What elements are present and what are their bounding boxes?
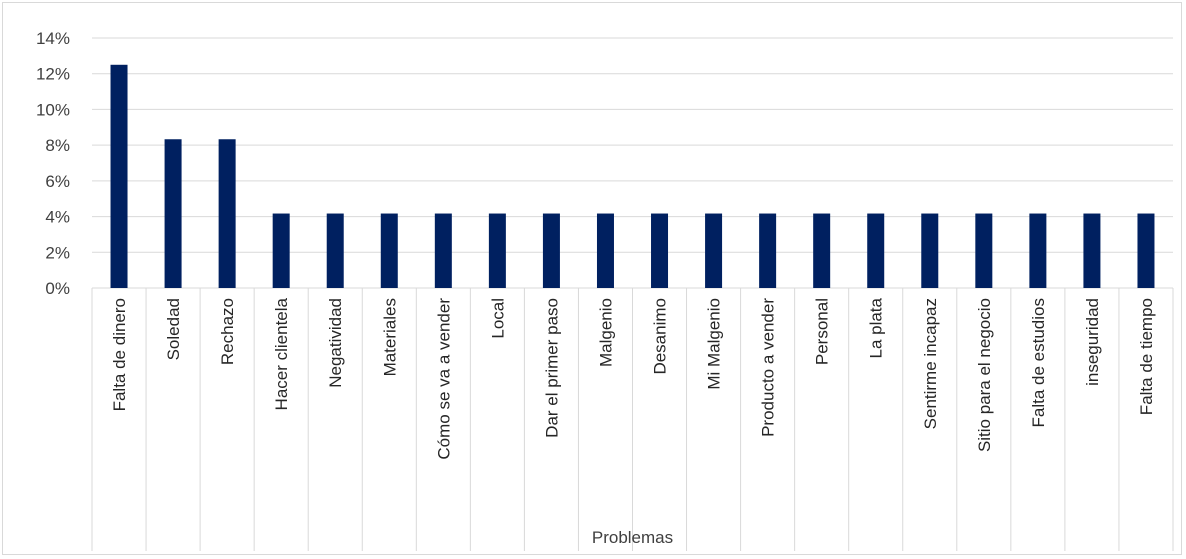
x-category-label: Negatividad — [326, 298, 345, 388]
bar — [488, 213, 506, 288]
gridlines — [91, 37, 1174, 551]
y-tick-label: 14% — [36, 29, 70, 48]
x-category-label: Local — [488, 298, 507, 339]
bar — [164, 139, 182, 288]
x-category-label: Producto a vender — [759, 298, 778, 437]
x-category-label: Desanimo — [651, 298, 670, 375]
y-tick-label: 4% — [45, 208, 70, 227]
bar — [867, 213, 885, 288]
x-category-label: Sitio para el negocio — [975, 298, 994, 452]
y-tick-label: 6% — [45, 172, 70, 191]
bar — [434, 213, 452, 288]
x-category-label: Malgenio — [596, 298, 615, 367]
bar — [110, 64, 128, 289]
bar — [596, 213, 614, 288]
bar — [975, 213, 993, 288]
x-category-label: Rechazo — [218, 298, 237, 365]
x-category-label: inseguridad — [1083, 298, 1102, 386]
bar — [759, 213, 777, 288]
bar — [813, 213, 831, 288]
x-category-label: Falta de estudios — [1029, 298, 1048, 427]
bar — [380, 213, 398, 288]
x-category-label: Falta de dinero — [110, 298, 129, 411]
x-category-label: Mi Malgenio — [705, 298, 724, 390]
y-tick-label: 8% — [45, 136, 70, 155]
y-tick-label: 10% — [36, 100, 70, 119]
bar — [542, 213, 560, 288]
x-category-label: Falta de tiempo — [1137, 298, 1156, 415]
bar — [1137, 213, 1155, 288]
x-category-label: La plata — [867, 297, 886, 358]
x-axis-categories: Falta de dinero Soledad Rechazo Hacer clien… — [110, 297, 1156, 459]
y-tick-label: 2% — [45, 243, 70, 262]
y-tick-label: 12% — [36, 65, 70, 84]
bars — [110, 64, 1155, 289]
x-axis-title: Problemas — [592, 528, 673, 547]
y-axis-ticks: 0% 2% 4% 6% 8% 10% 12% 14% — [36, 29, 70, 298]
x-category-label: Dar el primer paso — [542, 298, 561, 438]
bar — [1083, 213, 1101, 288]
x-category-label: Hacer clientela — [272, 297, 291, 410]
bar — [1029, 213, 1047, 288]
bar — [218, 139, 236, 288]
x-category-label: Sentirme incapaz — [921, 298, 940, 429]
bar — [705, 213, 723, 288]
bar — [921, 213, 939, 288]
x-category-label: Soledad — [164, 298, 183, 360]
x-category-label: Materiales — [380, 298, 399, 376]
x-category-label: Cómo se va a vender — [434, 298, 453, 460]
x-category-label: Personal — [813, 298, 832, 365]
bar — [326, 213, 344, 288]
y-tick-label: 0% — [45, 279, 70, 298]
bar — [651, 213, 669, 288]
bar — [272, 213, 290, 288]
